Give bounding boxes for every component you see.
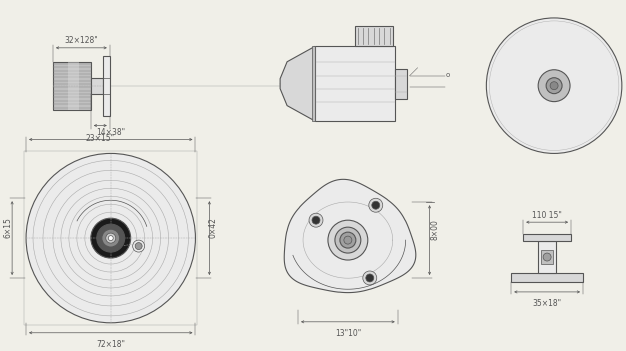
Text: 23×15": 23×15" — [86, 133, 115, 143]
Circle shape — [91, 218, 131, 258]
Bar — [91, 78, 103, 94]
Circle shape — [312, 216, 320, 224]
Bar — [395, 69, 407, 99]
Bar — [315, 46, 395, 121]
Bar — [511, 273, 583, 282]
Circle shape — [486, 18, 622, 153]
Text: 32×128": 32×128" — [64, 36, 98, 45]
Text: 14×38": 14×38" — [96, 128, 125, 138]
Circle shape — [106, 233, 116, 243]
Circle shape — [102, 229, 120, 247]
Text: 6×15: 6×15 — [4, 217, 13, 238]
Circle shape — [543, 253, 551, 261]
Circle shape — [340, 232, 356, 248]
Bar — [53, 62, 91, 110]
Circle shape — [108, 236, 113, 240]
Circle shape — [309, 213, 323, 227]
Circle shape — [369, 198, 382, 212]
Text: 35×18": 35×18" — [533, 299, 562, 308]
Circle shape — [26, 153, 195, 323]
Bar — [523, 234, 571, 241]
Bar — [541, 250, 553, 264]
Circle shape — [363, 271, 377, 285]
Polygon shape — [280, 46, 315, 121]
Circle shape — [335, 227, 361, 253]
Circle shape — [550, 82, 558, 90]
Text: 8×00: 8×00 — [430, 219, 439, 240]
Bar — [538, 241, 556, 273]
Circle shape — [344, 236, 352, 244]
Circle shape — [538, 70, 570, 102]
Circle shape — [546, 78, 562, 94]
Circle shape — [97, 224, 125, 252]
Polygon shape — [284, 179, 416, 293]
Circle shape — [372, 201, 380, 209]
Bar — [312, 46, 315, 121]
Bar — [24, 151, 197, 325]
Text: 13"10": 13"10" — [335, 329, 361, 338]
Text: o: o — [446, 72, 449, 78]
Circle shape — [135, 243, 142, 250]
Circle shape — [133, 240, 145, 252]
Text: 72×18": 72×18" — [96, 340, 125, 349]
Bar — [68, 62, 80, 110]
Bar — [103, 56, 110, 115]
Bar — [355, 26, 393, 46]
Circle shape — [366, 274, 374, 282]
Circle shape — [328, 220, 368, 260]
Text: 110 15": 110 15" — [532, 211, 562, 220]
Text: 0×42: 0×42 — [209, 217, 218, 238]
